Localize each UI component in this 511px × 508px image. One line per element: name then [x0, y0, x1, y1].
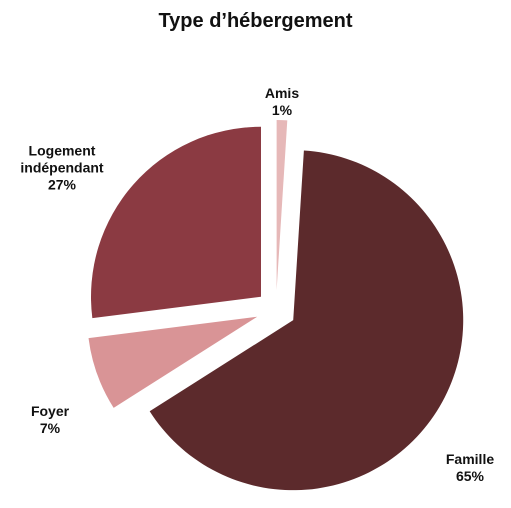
slice-name: Amis: [264, 85, 300, 101]
slice-value: 7%: [39, 420, 61, 436]
slice-value: 65%: [455, 468, 485, 484]
chart-title: Type d’hébergement: [158, 10, 353, 32]
slice-value: 27%: [47, 176, 77, 193]
pie-slice: [88, 316, 258, 408]
slice-label: Amis 1%: [222, 85, 342, 119]
slice-name: Logement indépendant: [20, 142, 104, 176]
pie-slice: [276, 120, 288, 291]
slice-label: Foyer 7%: [0, 403, 110, 437]
slice-label: Logement indépendant 27%: [2, 143, 122, 194]
slice-name: Foyer: [30, 403, 70, 419]
slice-label: Famille 65%: [410, 451, 511, 485]
pie-slice: [149, 150, 464, 491]
slice-value: 1%: [271, 102, 293, 118]
pie-slice: [90, 126, 261, 319]
slice-name: Famille: [445, 451, 495, 467]
